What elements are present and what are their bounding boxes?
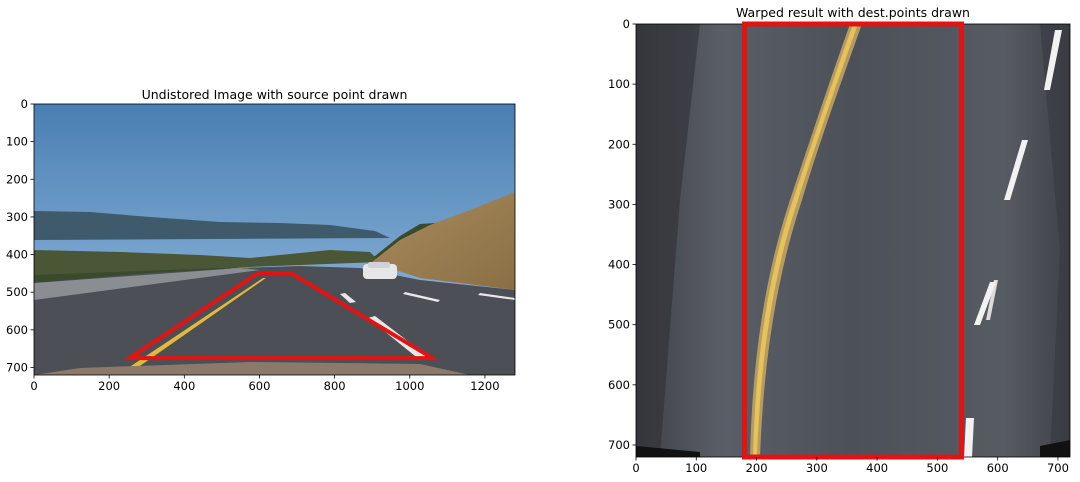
warped-photo: [636, 24, 1070, 457]
x-tick-label: 0: [30, 379, 37, 393]
x-tick-label: 800: [324, 379, 346, 393]
x-tick-label: 200: [98, 379, 120, 393]
y-tick-label: 600: [6, 323, 28, 337]
y-axis-warped: 0 100 200 300 400 500 600 700: [608, 17, 636, 452]
x-tick-label: 600: [248, 379, 270, 393]
y-tick-label: 500: [6, 285, 28, 299]
y-tick-label: 200: [6, 172, 28, 186]
road-photo: [34, 104, 515, 375]
title-undistorted: Undistored Image with source point drawn: [142, 87, 408, 102]
x-tick-label: 0: [632, 461, 639, 475]
y-tick-label: 100: [608, 77, 630, 91]
x-tick-label: 600: [987, 461, 1009, 475]
x-tick-label: 400: [173, 379, 195, 393]
y-tick-label: 0: [623, 17, 630, 31]
x-tick-label: 700: [1047, 461, 1069, 475]
y-tick-label: 600: [608, 378, 630, 392]
x-tick-label: 300: [806, 461, 828, 475]
x-tick-label: 1000: [395, 379, 424, 393]
dest-points-polygon: [742, 21, 964, 460]
y-tick-label: 300: [608, 197, 630, 211]
x-tick-label: 200: [746, 461, 768, 475]
x-tick-label: 1200: [470, 379, 499, 393]
y-tick-label: 400: [6, 248, 28, 262]
x-axis-undistorted: 0 200 400 600 800 1000 1200: [30, 375, 500, 393]
y-tick-label: 100: [6, 135, 28, 149]
y-tick-label: 500: [608, 318, 630, 332]
x-tick-label: 400: [866, 461, 888, 475]
x-axis-warped: 0 100 200 300 400 500 600 700: [632, 457, 1069, 475]
source-points-polygon: [123, 271, 440, 361]
panel-undistorted: 0 200 400 600 800 1000 1200 0 100 200 300 400 500 60…: [6, 87, 516, 393]
panel-warped: 0 100 200 300 400 500 600 700 0 100 200 300 400 500 6…: [608, 5, 1071, 475]
x-tick-label: 100: [685, 461, 707, 475]
y-tick-label: 400: [608, 258, 630, 272]
title-warped: Warped result with dest.points drawn: [736, 5, 970, 20]
y-tick-label: 300: [6, 210, 28, 224]
y-tick-label: 0: [21, 97, 28, 111]
y-tick-label: 700: [6, 360, 28, 374]
x-tick-label: 500: [926, 461, 948, 475]
y-tick-label: 700: [608, 438, 630, 452]
y-tick-label: 200: [608, 137, 630, 151]
y-axis-undistorted: 0 100 200 300 400 500 600 700: [6, 97, 34, 374]
